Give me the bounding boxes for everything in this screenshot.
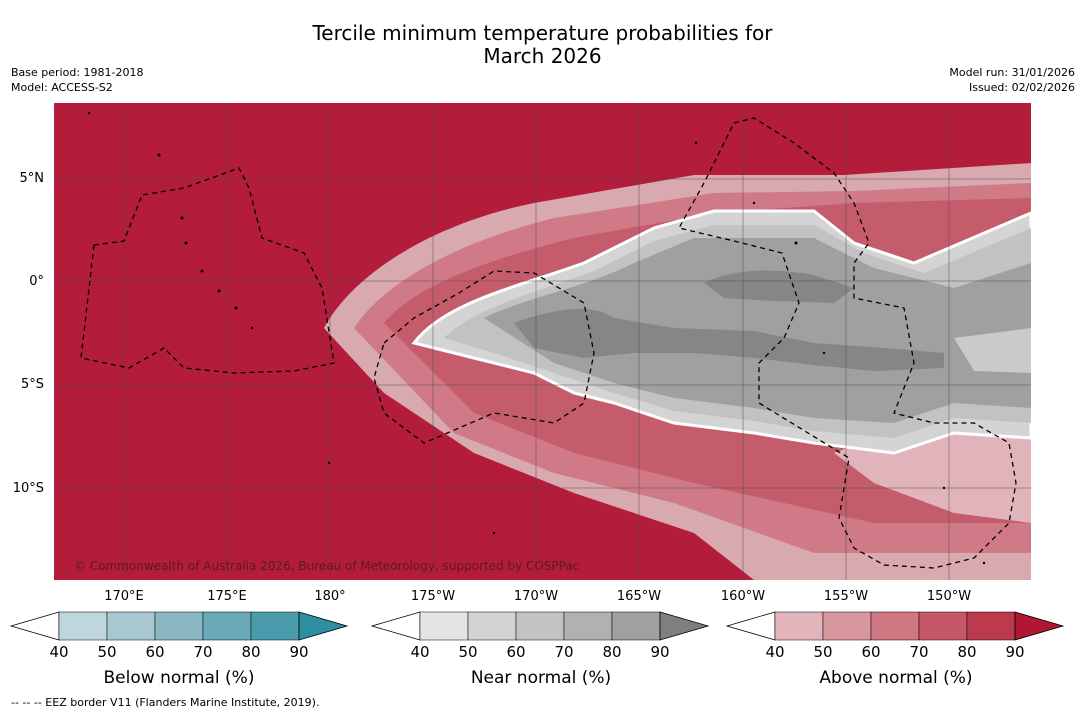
colorbar-segment [918,611,968,641]
near-band-90 [514,308,944,371]
near-normal-title: Near normal (%) [470,668,612,688]
colorbar-near-normal [370,611,710,641]
above-tick-70: 70 [909,643,929,661]
above-tick-50: 50 [813,643,833,661]
lon-label-175e: 175°E [207,589,247,604]
lon-label-180: 180° [314,589,346,604]
lon-label-170w: 170°W [513,589,559,604]
colorbar-segment [467,611,517,641]
below-tick-90: 90 [289,643,309,661]
lon-label-175w: 175°W [410,589,456,604]
above-tick-40: 40 [765,643,785,661]
colorbar-arrow-left [725,611,776,641]
colorbar-segment [563,611,613,641]
lat-label-5n: 5°N [19,171,45,186]
lon-label-160w: 160°W [720,589,766,604]
near-tick-50: 50 [458,643,478,661]
below-normal-title: Below normal (%) [103,668,255,688]
colorbar-segment [202,611,252,641]
colorbar-arrow-left [370,611,421,641]
near-band-90-north [704,270,854,303]
eez-footnote: -- -- -- EEZ border V11 (Flanders Marine… [11,696,320,709]
above-tick-60: 60 [861,643,881,661]
colorbar-segment [870,611,920,641]
near-light-east [954,328,1031,373]
colorbar-segment [774,611,824,641]
colorbar-segment [58,611,108,641]
above-tick-90: 90 [1005,643,1025,661]
probability-map: © Commonwealth of Australia 2026, Bureau… [54,103,1031,580]
meta-right: Model run: 31/01/2026 Issued: 02/02/2026 [949,65,1075,95]
colorbars [9,611,1065,641]
colorbar-segment [515,611,565,641]
colorbar-segment [966,611,1016,641]
colorbar-arrow-right [298,611,349,641]
colorbar-above-normal [725,611,1065,641]
below-tick-60: 60 [145,643,165,661]
below-tick-40: 40 [49,643,69,661]
lat-label-5s: 5°S [20,377,44,392]
lat-label-10s: 10°S [12,481,44,496]
above-normal-title: Above normal (%) [819,668,973,688]
colorbar-arrow-left [9,611,60,641]
eez-tokelau [373,270,595,444]
colorbar-arrow-right [659,611,710,641]
lat-label-0: 0° [29,274,44,289]
colorbar-segment [419,611,469,641]
near-tick-90: 90 [650,643,670,661]
lon-label-155w: 155°W [823,589,869,604]
meta-left: Base period: 1981-2018 Model: ACCESS-S2 [11,65,143,95]
eez-line-islands [678,117,1017,569]
colorbar-segment [611,611,661,641]
grid-lines [54,103,1031,580]
near-tick-60: 60 [506,643,526,661]
title-line-2: March 2026 [483,44,602,68]
lon-label-170e: 170°E [104,589,144,604]
near-tick-70: 70 [554,643,574,661]
colorbar-segment [822,611,872,641]
above-tick-80: 80 [957,643,977,661]
base-period: Base period: 1981-2018 [11,66,144,79]
colorbar-segment [106,611,156,641]
eez-kiribati-gilberts [80,167,335,374]
near-tick-40: 40 [410,643,430,661]
lon-label-165w: 165°W [616,589,662,604]
issued-date: Issued: 02/02/2026 [968,81,1075,94]
eez-borders [80,117,1017,569]
chart-title: Tercile minimum temperature probabilitie… [0,22,1085,68]
model-run: Model run: 31/01/2026 [949,66,1075,79]
near-tick-80: 80 [602,643,622,661]
colorbar-segment [250,611,300,641]
colorbar-below-normal [9,611,349,641]
below-tick-70: 70 [193,643,213,661]
colorbar-segment [154,611,204,641]
title-line-1: Tercile minimum temperature probabilitie… [312,21,773,45]
island-markers [87,111,986,565]
model-name: Model: ACCESS-S2 [11,81,113,94]
near-band-80 [484,238,1031,423]
colorbar-arrow-right [1014,611,1065,641]
lon-label-150w: 150°W [926,589,972,604]
copyright-notice: © Commonwealth of Australia 2026, Bureau… [74,559,579,573]
below-tick-50: 50 [97,643,117,661]
below-tick-80: 80 [241,643,261,661]
